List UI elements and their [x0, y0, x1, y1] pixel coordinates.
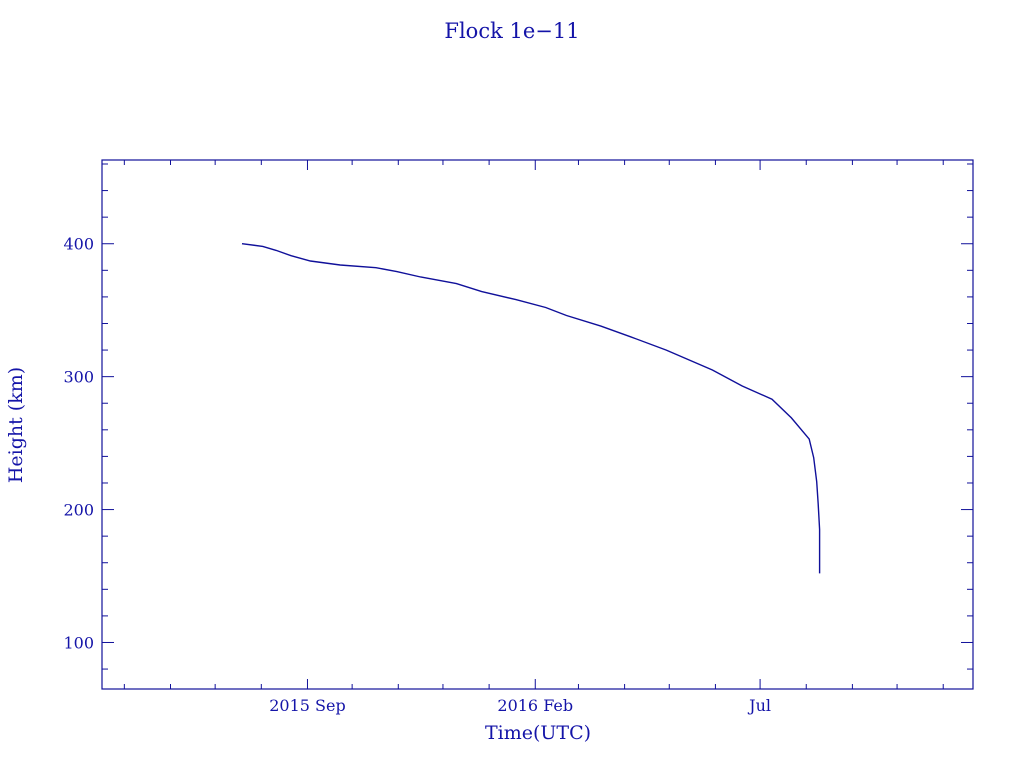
y-axis-label: Height (km) [5, 367, 27, 483]
y-tick-label: 400 [63, 235, 94, 254]
x-tick-label: 2015 Sep [269, 696, 345, 715]
x-tick-label: Jul [747, 696, 771, 715]
plot-frame [101, 159, 974, 690]
series-line-height [241, 243, 821, 574]
axes: 2015 Sep 2016 Feb Jul 100 200 300 400 [63, 159, 974, 715]
y-tick-label: 300 [63, 368, 94, 387]
y-tick-label: 100 [63, 633, 94, 652]
x-axis-label: Time(UTC) [485, 722, 591, 744]
y-tick-label: 200 [63, 501, 94, 520]
x-tick-label: 2016 Feb [497, 696, 573, 715]
chart-title: Flock 1e−11 [444, 19, 579, 43]
